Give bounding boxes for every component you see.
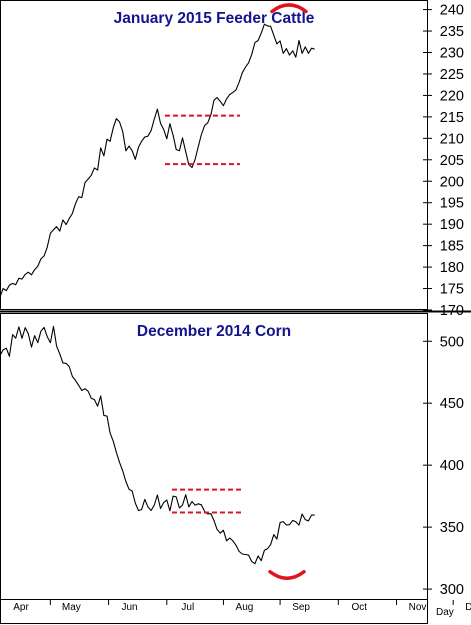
feeder-cattle-y-tick-label: 205	[440, 153, 464, 169]
feeder-cattle-y-tick-label: 235	[440, 24, 464, 40]
feeder-cattle-y-tick-label: 190	[440, 217, 464, 233]
feeder-cattle-y-tick-label: 210	[440, 131, 464, 147]
x-tick-label: Jul	[181, 602, 194, 613]
x-tick-label: Apr	[13, 602, 29, 613]
feeder-cattle-marks	[0, 3, 315, 298]
feeder-cattle-y-tick-label: 180	[440, 260, 464, 276]
feeder-cattle-y-tick-label: 240	[440, 3, 464, 19]
feeder-cattle-top-arc	[270, 3, 308, 14]
feeder-cattle-y-axis: 1701751801851901952002052102152202252302…	[423, 3, 464, 319]
corn-y-tick-label: 400	[440, 458, 464, 474]
corn-y-tick-label: 300	[440, 582, 464, 598]
corn-title: December 2014 Corn	[137, 323, 291, 340]
x-tick-label: May	[62, 602, 81, 613]
feeder-cattle-y-tick-label: 195	[440, 196, 464, 212]
feeder-cattle-price-line	[0, 23, 315, 298]
x-tick-label: Sep	[292, 602, 310, 613]
corn-panel: December 2014 Corn 300 350 400 450 500	[0, 313, 464, 600]
corn-y-axis: 300 350 400 450 500	[423, 334, 464, 598]
feeder-cattle-y-tick-label: 200	[440, 174, 464, 190]
corn-y-tick-label: 350	[440, 520, 464, 536]
corn-price-line	[0, 325, 315, 565]
feeder-cattle-y-tick-label: 185	[440, 239, 464, 255]
feeder-cattle-y-tick-label: 175	[440, 282, 464, 298]
date-axis: Day Apr May Jun Jul Aug Sep Oct Nov Dec	[0, 599, 471, 624]
feeder-cattle-y-tick-label: 230	[440, 46, 464, 62]
feeder-cattle-title: January 2015 Feeder Cattle	[114, 10, 315, 27]
x-tick-label: Aug	[236, 602, 254, 613]
feeder-cattle-panel: January 2015 Feeder Cattle 1701751801851…	[0, 0, 464, 319]
corn-bottom-arc	[268, 570, 306, 581]
corn-y-tick-label: 450	[440, 396, 464, 412]
x-tick-label: Dec	[465, 602, 471, 613]
corn-marks	[0, 325, 315, 581]
corn-y-tick-label: 500	[440, 334, 464, 350]
x-tick-label: Oct	[352, 602, 368, 613]
feeder-cattle-y-tick-label: 220	[440, 88, 464, 104]
corn-plot-frame	[0, 313, 428, 600]
date-axis-frame	[0, 599, 428, 624]
feeder-cattle-plot-frame	[0, 0, 428, 310]
feeder-cattle-y-tick-label: 215	[440, 110, 464, 126]
x-axis-unit-label: Day	[436, 607, 454, 618]
feeder-cattle-y-tick-label: 225	[440, 67, 464, 83]
x-tick-label: Jun	[122, 602, 138, 613]
x-tick-label: Nov	[409, 602, 427, 613]
